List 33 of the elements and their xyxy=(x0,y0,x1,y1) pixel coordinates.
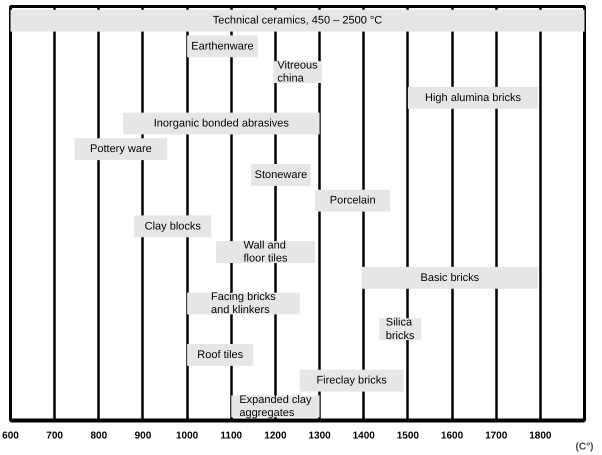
x-tick-label: 1000 xyxy=(176,430,199,442)
x-axis-title: (C°) xyxy=(576,442,594,452)
y-tick-label: Technical ceramics, 450 – 2500 °C xyxy=(212,14,382,27)
y-tick-label: Expanded clay aggregates xyxy=(239,394,312,419)
y-tick-label: Stoneware xyxy=(254,168,308,181)
y-tick-label: Basic bricks xyxy=(420,272,480,284)
y-tick-label: Porcelain xyxy=(330,194,376,207)
y-tick-label: Silica bricks xyxy=(386,316,416,342)
x-tick-label: 1700 xyxy=(485,430,508,442)
x-tick-label: 1300 xyxy=(308,430,332,442)
y-tick-label: High alumina bricks xyxy=(425,92,522,104)
y-tick-label: Earthenware xyxy=(191,40,254,52)
bar xyxy=(362,266,538,289)
x-tick-label: 1600 xyxy=(440,430,464,442)
x-tick-label: 600 xyxy=(2,430,20,442)
x-tick-label: 1200 xyxy=(264,430,287,442)
y-tick-label: Fireclay bricks xyxy=(316,374,388,387)
y-tick-label: Inorganic bonded abrasives xyxy=(154,118,290,130)
x-tick-label: 1400 xyxy=(352,430,376,442)
y-tick-label: Roof tiles xyxy=(197,348,244,361)
x-tick-label: 1500 xyxy=(396,430,420,442)
x-tick-label: 1100 xyxy=(220,430,243,442)
x-tick-label: 800 xyxy=(90,430,108,442)
y-tick-label: Clay blocks xyxy=(144,220,202,232)
y-tick-label: Facing bricks and klinkers xyxy=(211,290,276,316)
x-tick-label: 1800 xyxy=(529,430,552,442)
bar xyxy=(10,10,584,32)
x-tick-label: 700 xyxy=(46,430,64,442)
y-tick-label: Vitreous china xyxy=(277,59,318,85)
bar xyxy=(315,190,390,212)
x-tick-label: 900 xyxy=(134,430,152,442)
y-tick-label: Pottery ware xyxy=(90,143,152,156)
y-tick-label: Wall and floor tiles xyxy=(243,239,288,265)
